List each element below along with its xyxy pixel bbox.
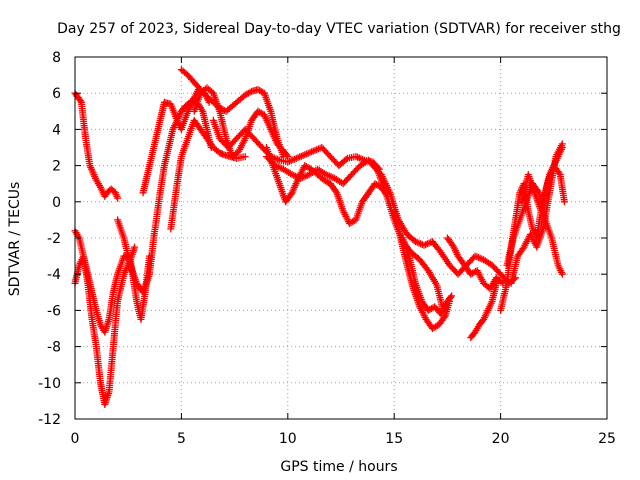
x-tick-label: 10 (279, 431, 297, 447)
data-points (139, 86, 213, 197)
series-arc-8 (190, 84, 292, 161)
y-tick-label: 8 (52, 50, 61, 66)
series-arc-4 (114, 96, 215, 296)
series-arc-16 (467, 279, 500, 342)
data-points (71, 227, 153, 336)
series-arc-6 (167, 116, 249, 233)
chart-title: Day 257 of 2023, Sidereal Day-to-day VTE… (57, 21, 621, 37)
y-tick-label: 2 (52, 159, 61, 175)
series-arc-9 (209, 116, 383, 173)
x-tick-label: 0 (71, 431, 80, 447)
grid (75, 57, 607, 419)
data-points (71, 243, 139, 408)
series-arc-13 (390, 207, 453, 332)
series-arc-5 (139, 86, 213, 197)
data-points (167, 116, 249, 233)
series-arc-12 (369, 162, 519, 287)
data-points (190, 84, 292, 161)
x-axis-label: GPS time / hours (280, 459, 397, 475)
series-arc-3 (71, 243, 139, 408)
data-points (114, 96, 215, 296)
data-points (467, 279, 500, 342)
data-points (71, 89, 122, 202)
data-points (443, 234, 507, 293)
y-tick-label: -4 (47, 267, 61, 283)
series-arc-20 (518, 162, 568, 215)
data-points (209, 116, 383, 173)
x-tick-label: 15 (385, 431, 403, 447)
data-points (390, 207, 453, 332)
y-tick-label: -8 (47, 340, 61, 356)
series-arc-1 (71, 89, 122, 202)
y-tick-label: -2 (47, 231, 61, 247)
x-tick-label: 5 (177, 431, 186, 447)
data-points (399, 234, 456, 318)
x-tick-label: 25 (598, 431, 616, 447)
data-points (518, 162, 568, 215)
ticks: 0 5 10 15 20 25 -12 -10 -8 -6 -4 -2 0 2 4 6 8 (38, 50, 616, 447)
data-layer (71, 66, 568, 408)
y-tick-label: -10 (38, 376, 61, 392)
series-arc-15 (443, 234, 507, 293)
series-arc-2 (71, 227, 153, 336)
x-tick-label: 20 (492, 431, 510, 447)
data-points (369, 162, 519, 287)
y-axis-label: SDTVAR / TECUs (7, 182, 23, 297)
series-arc-14 (399, 234, 456, 318)
y-tick-label: -6 (47, 303, 61, 319)
y-tick-label: 4 (52, 122, 61, 138)
y-tick-label: 6 (52, 86, 61, 102)
y-tick-label: 0 (52, 195, 61, 211)
y-tick-label: -12 (38, 412, 61, 428)
